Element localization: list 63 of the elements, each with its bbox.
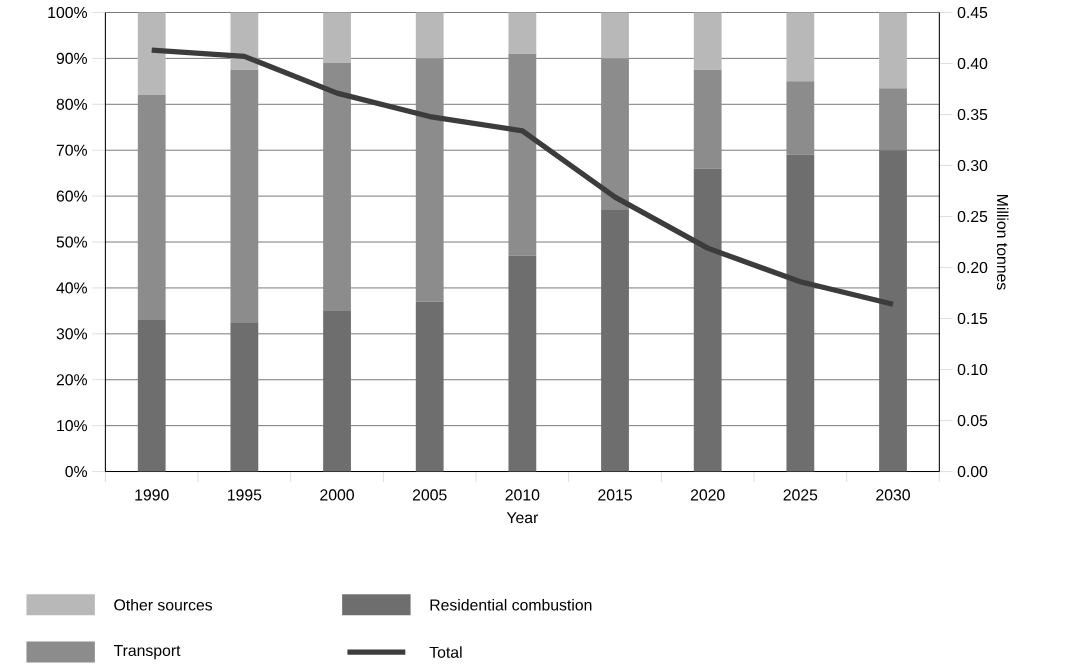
- y2-tick-label: 0.15: [957, 313, 988, 325]
- y-tick-label: 10%: [57, 420, 88, 432]
- bar: [415, 58, 444, 302]
- bar: [323, 12, 351, 64]
- bar: [601, 209, 629, 472]
- bar: [786, 12, 815, 82]
- y-tick-label: 30%: [56, 328, 88, 340]
- y-tick-label: 100%: [48, 6, 88, 19]
- x-tick-label: 2000: [320, 489, 354, 501]
- legend-label: Transport: [113, 645, 181, 660]
- bar: [693, 69, 722, 169]
- x-tick-label: 2015: [598, 489, 632, 501]
- legend-label: Total: [429, 646, 462, 658]
- y2-axis-title: Million tonnes: [996, 195, 1009, 290]
- y-tick-label: 20%: [56, 374, 88, 386]
- bar: [508, 255, 537, 472]
- bar: [323, 63, 351, 311]
- y2-tick-label: 0.20: [957, 262, 988, 274]
- bar: [879, 150, 907, 472]
- y-tick-label: 50%: [56, 236, 88, 248]
- bar: [601, 12, 629, 59]
- bar: [786, 154, 815, 472]
- y-tick-label: 90%: [56, 52, 88, 65]
- bar: [508, 53, 537, 256]
- x-tick-label: 1990: [135, 489, 169, 501]
- legend-label: Residential combustion: [430, 599, 592, 611]
- y2-tick-label: 0.10: [957, 364, 988, 376]
- bar: [601, 58, 629, 210]
- y-tick-label: 0%: [65, 466, 88, 478]
- x-tick-label: 2010: [505, 489, 540, 501]
- x-tick-label: 2030: [876, 489, 910, 501]
- y2-tick-label: 0.40: [957, 58, 988, 70]
- y-tick-label: 60%: [56, 190, 88, 202]
- bar: [508, 12, 537, 54]
- x-tick-label: 2020: [690, 489, 725, 501]
- bar: [137, 95, 166, 321]
- y2-tick-label: 0.00: [957, 466, 988, 478]
- legend-label: Other sources: [114, 599, 213, 611]
- bar: [879, 88, 907, 151]
- y-tick-label: 70%: [56, 144, 88, 156]
- y2-tick-label: 0.45: [957, 6, 988, 19]
- x-tick-label: 2025: [783, 489, 818, 501]
- bar: [137, 320, 166, 472]
- y-tick-label: 40%: [56, 282, 88, 294]
- bar: [786, 81, 815, 155]
- y2-tick-label: 0.30: [957, 160, 988, 172]
- bar: [230, 69, 259, 323]
- bar: [415, 301, 444, 472]
- bar: [415, 12, 444, 59]
- y2-tick-label: 0.35: [957, 109, 988, 121]
- bar: [693, 12, 722, 70]
- bar: [879, 12, 907, 89]
- x-tick-label: 2005: [412, 489, 447, 501]
- bar: [137, 12, 166, 96]
- y2-tick-label: 0.25: [957, 211, 988, 223]
- y-tick-label: 80%: [56, 98, 88, 110]
- bar: [230, 322, 259, 472]
- bar: [230, 12, 259, 70]
- x-tick-label: 1995: [228, 489, 262, 501]
- y2-tick-label: 0.05: [957, 415, 988, 427]
- bar: [693, 168, 722, 472]
- bar: [323, 310, 351, 472]
- x-axis-title: Year: [506, 512, 539, 524]
